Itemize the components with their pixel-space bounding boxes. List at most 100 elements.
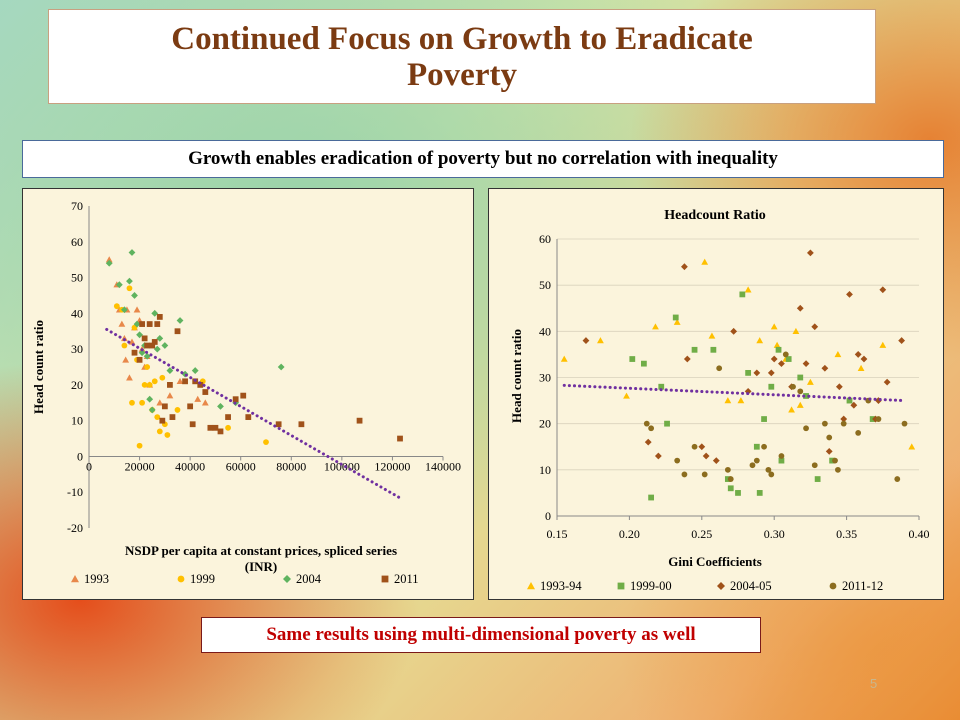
data-point — [730, 327, 738, 335]
data-point — [767, 369, 775, 377]
legend-label: 2011-12 — [842, 579, 883, 593]
data-point — [712, 457, 720, 464]
trendline — [562, 383, 907, 403]
y-tick-label: 40 — [71, 306, 83, 320]
x-tick-label: 60000 — [226, 459, 256, 473]
x-tick-label: 20000 — [125, 459, 155, 473]
data-point — [674, 457, 681, 464]
data-point — [673, 318, 681, 325]
legend-marker — [283, 575, 291, 583]
chart-title: Headcount Ratio — [664, 208, 766, 223]
data-point — [643, 420, 650, 427]
data-point — [654, 452, 662, 460]
data-point — [133, 306, 141, 313]
y-tick-label: 30 — [71, 342, 83, 356]
data-point — [788, 406, 795, 413]
subtitle-box: Growth enables eradication of poverty bu… — [22, 140, 944, 178]
data-point — [879, 341, 887, 348]
data-point — [756, 490, 763, 496]
legend-label: 1993 — [84, 572, 109, 586]
data-point — [753, 369, 761, 377]
data-point — [648, 494, 655, 501]
data-point — [146, 395, 154, 403]
data-point — [159, 374, 166, 381]
series-2011-12 — [643, 351, 908, 482]
data-point — [153, 345, 161, 353]
data-point — [821, 364, 829, 372]
data-point — [128, 338, 136, 345]
chart-gini-vs-headcount: 0 10 20 30 40 50 60 0.15 0.20 0.25 0.30 0.35 0.40 Hea… — [488, 188, 944, 600]
legend-marker — [717, 582, 725, 590]
data-point — [840, 415, 848, 423]
data-point — [182, 378, 188, 385]
footer-note: Same results using multi-dimensional pov… — [266, 624, 696, 645]
data-point — [727, 476, 734, 482]
data-point — [735, 490, 741, 496]
data-point — [846, 397, 853, 404]
data-point — [724, 476, 731, 482]
y-tick-label: 10 — [539, 463, 551, 477]
data-point — [796, 304, 804, 312]
data-point — [727, 485, 734, 492]
data-point — [277, 363, 285, 371]
data-point — [753, 443, 760, 450]
data-point — [652, 323, 659, 330]
data-point — [159, 417, 166, 424]
data-point — [860, 355, 868, 363]
data-point — [803, 393, 809, 399]
data-point — [846, 291, 853, 298]
data-point — [744, 387, 752, 395]
data-point — [356, 417, 363, 424]
series-1999-00 — [629, 291, 876, 501]
data-point — [681, 471, 688, 478]
data-point — [166, 392, 174, 399]
data-point — [151, 378, 158, 385]
data-point — [191, 367, 199, 374]
data-point — [143, 352, 151, 360]
data-point — [796, 401, 804, 408]
data-point — [672, 314, 679, 321]
data-point — [811, 462, 818, 469]
data-point — [187, 403, 194, 410]
x-axis-label: Gini Coefficients — [668, 554, 762, 569]
y-tick-label: -10 — [67, 485, 83, 499]
page-number: 5 — [870, 676, 878, 691]
data-point — [765, 466, 772, 473]
title-box: Continued Focus on Growth to Eradicate P… — [48, 9, 876, 104]
x-tick-label: 0.35 — [836, 527, 857, 541]
data-point — [775, 346, 782, 353]
data-point — [745, 369, 752, 376]
data-point — [560, 355, 568, 362]
data-point — [691, 443, 698, 450]
data-point — [148, 406, 156, 414]
x-tick-label: 0.25 — [691, 527, 712, 541]
data-point — [658, 383, 665, 390]
data-point — [883, 378, 891, 386]
data-point — [139, 399, 145, 406]
data-point — [640, 360, 647, 367]
chart-nsdp-vs-headcount: -20 -10 0 10 20 30 40 50 60 70 0 20000 40000 60000 800… — [22, 188, 474, 600]
data-point — [582, 337, 590, 344]
x-tick-label: 120000 — [374, 459, 410, 473]
y-tick-label: 50 — [539, 278, 551, 292]
data-point — [225, 414, 231, 420]
data-point — [225, 424, 231, 431]
x-tick-label: 80000 — [276, 459, 306, 473]
x-tick-label: 0.20 — [619, 527, 640, 541]
y-tick-label: 0 — [545, 509, 551, 523]
data-point — [811, 323, 819, 331]
data-point — [807, 249, 814, 257]
data-point — [176, 317, 184, 324]
legend-marker — [617, 582, 625, 590]
data-point — [855, 430, 862, 436]
data-point — [850, 401, 858, 409]
data-point — [683, 355, 691, 363]
data-point — [737, 397, 745, 404]
data-point — [126, 374, 133, 381]
data-point — [164, 432, 171, 438]
data-point — [648, 425, 655, 432]
data-point — [901, 420, 908, 427]
data-point — [835, 383, 843, 391]
legend-marker — [71, 575, 79, 583]
